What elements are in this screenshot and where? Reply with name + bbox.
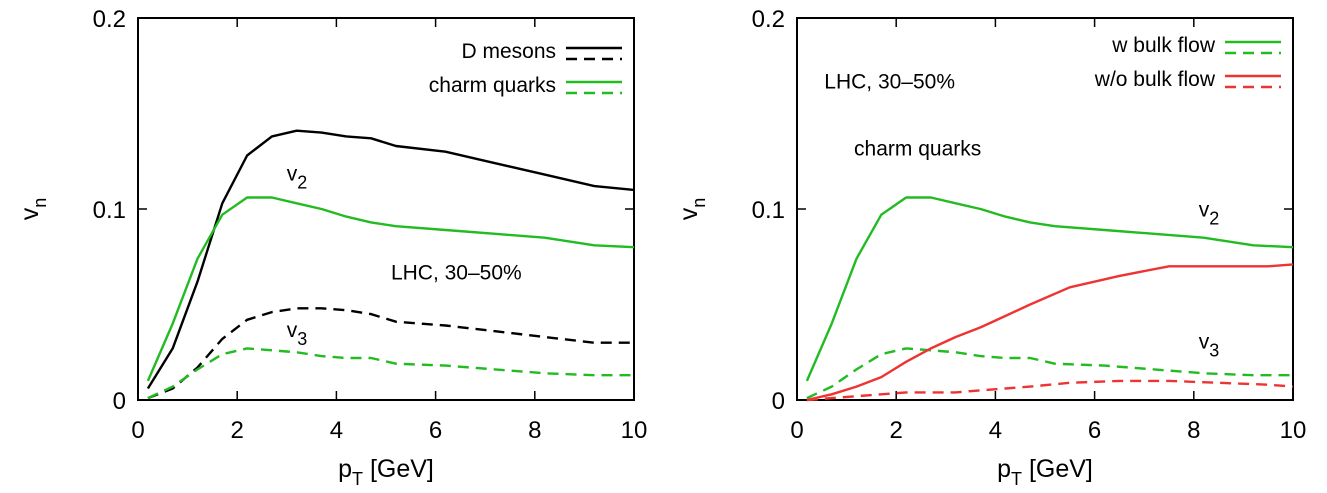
x-tick-label: 0	[790, 417, 803, 444]
x-tick-label: 4	[330, 417, 343, 444]
legend-label: w bulk flow	[1111, 34, 1216, 57]
x-tick-label: 2	[231, 417, 244, 444]
annotation-label: LHC, 30–50%	[824, 71, 955, 94]
annotation-label: v2	[1199, 199, 1220, 229]
x-tick-label: 6	[1088, 417, 1101, 444]
x-axis-title: pT [GeV]	[338, 455, 434, 489]
legend-label: charm quarks	[429, 74, 556, 97]
series-line-d-mesons-v2	[146, 129, 635, 390]
x-tick-label: 2	[890, 417, 903, 444]
series-line-without-bulk-flow-v2	[806, 263, 1294, 402]
series-line-charm-quarks-v3	[147, 347, 634, 400]
y-tick-label: 0	[772, 388, 785, 415]
annotation-label: charm quarks	[854, 138, 981, 161]
y-axis-title: vn	[675, 198, 709, 221]
x-tick-label: 10	[621, 417, 648, 444]
x-tick-label: 0	[131, 417, 144, 444]
y-tick-label: 0.1	[93, 197, 126, 224]
chart-panel-left: 0 2 4 6 8 10 0 0.1 0.2 pT [GeV] vn D mesons charm qu…	[16, 6, 647, 489]
annotation-label: v3	[1199, 330, 1220, 360]
chart-panel-right: 0 2 4 6 8 10 0 0.1 0.2 pT [GeV] vn w bulk flow w/o b…	[675, 6, 1306, 489]
series-line-charm-quarks-v2	[146, 196, 635, 382]
plot-frame	[137, 17, 635, 401]
annotation-label: LHC, 30–50%	[391, 262, 522, 285]
series-line-with-bulk-flow-v2	[805, 196, 1294, 382]
annotation-label: v3	[287, 319, 308, 349]
y-tick-label: 0.2	[93, 6, 126, 33]
x-tick-label: 8	[1187, 417, 1200, 444]
legend-label: w/o bulk flow	[1094, 68, 1216, 91]
x-axis-title: pT [GeV]	[997, 455, 1093, 489]
y-axis-title: vn	[16, 198, 50, 221]
x-tick-label: 8	[528, 417, 541, 444]
legend-label: D mesons	[461, 40, 556, 63]
series-line-without-bulk-flow-v3	[806, 379, 1294, 402]
x-tick-label: 10	[1280, 417, 1307, 444]
series-line-with-bulk-flow-v3	[806, 347, 1293, 400]
x-tick-label: 6	[429, 417, 442, 444]
series-line-d-mesons-v3	[147, 307, 634, 400]
annotation-label: v2	[287, 162, 308, 192]
y-tick-label: 0.2	[752, 6, 785, 33]
y-tick-label: 0.1	[752, 197, 785, 224]
y-tick-label: 0	[113, 388, 126, 415]
x-tick-label: 4	[989, 417, 1002, 444]
